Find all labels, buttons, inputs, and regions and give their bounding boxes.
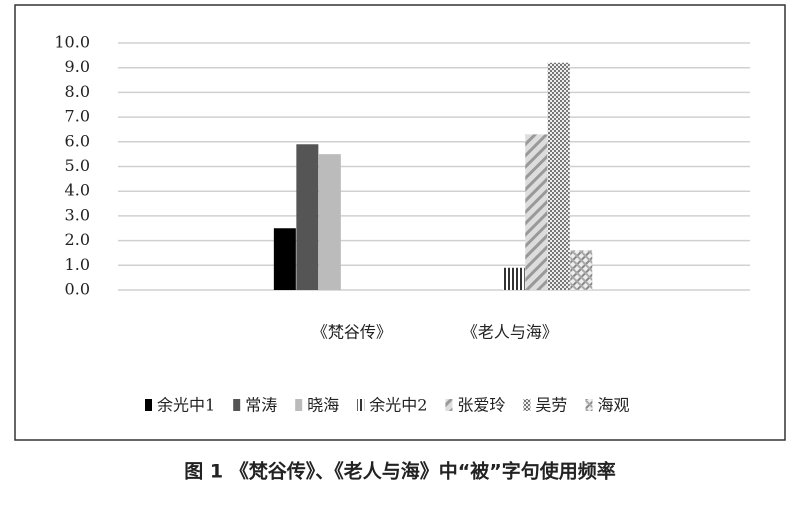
chart-frame: [14, 4, 786, 441]
y-tick-label: 8.0: [65, 82, 90, 101]
legend-swatch: [145, 399, 152, 411]
bar: [296, 144, 319, 290]
y-tick-label: 9.0: [65, 57, 90, 76]
bar: [318, 154, 341, 290]
bar: [273, 228, 296, 290]
bar: [570, 250, 593, 290]
bar: [525, 134, 548, 290]
bar: [547, 62, 570, 291]
legend-swatch: [357, 399, 365, 411]
legend-label: 余光中1: [157, 396, 215, 415]
y-tick-label: 5.0: [65, 156, 90, 175]
legend-swatch: [445, 399, 453, 411]
y-tick-label: 3.0: [65, 205, 90, 224]
y-tick-label: 6.0: [65, 131, 90, 150]
legend-label: 余光中2: [369, 396, 427, 415]
legend-swatch: [295, 399, 303, 411]
y-tick-label: 7.0: [65, 107, 90, 126]
y-tick-label: 0.0: [65, 280, 90, 299]
legend-swatch: [585, 399, 593, 411]
x-tick-label: 《梵谷传》: [312, 323, 392, 342]
legend-label: 海观: [597, 396, 629, 415]
legend-swatch: [233, 399, 241, 411]
y-tick-label: 4.0: [65, 181, 90, 200]
y-tick-label: 2.0: [65, 230, 90, 249]
y-tick-label: 10.0: [54, 33, 90, 52]
y-tick-label: 1.0: [65, 255, 90, 274]
legend-label: 吴劳: [535, 396, 567, 415]
x-tick-label: 《老人与海》: [462, 323, 558, 342]
legend-label: 晓海: [307, 396, 339, 415]
legend-label: 张爱玲: [457, 396, 505, 415]
legend-label: 常涛: [245, 396, 277, 415]
chart-title: 图 1 《梵谷传》、《老人与海》中“被”字句使用频率: [184, 460, 615, 483]
legend-swatch: [523, 399, 531, 411]
bar: [502, 267, 525, 290]
